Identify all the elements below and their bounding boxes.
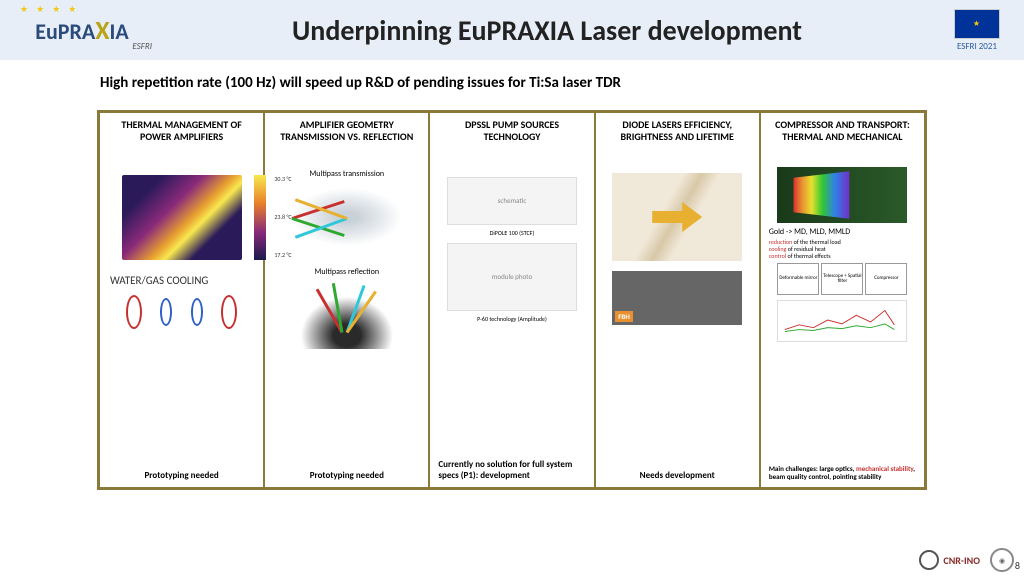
block: Telescope + Spatial filter <box>821 263 863 295</box>
col-title: COMPRESSOR AND TRANSPORT: THERMAL AND ME… <box>769 119 916 167</box>
gold-label: Gold -> MD, MLD, MMLD <box>769 227 916 237</box>
ino-ring-icon: ◉ <box>990 548 1014 572</box>
col-thermal: THERMAL MANAGEMENT OF POWER AMPLIFIERS 3… <box>100 113 265 487</box>
fbh-label: FBH <box>615 311 633 322</box>
p60-image: module photo <box>447 243 577 311</box>
stability-chart <box>777 300 907 342</box>
lens-icon <box>221 295 237 329</box>
caption: P-60 technology (Amplitude) <box>438 315 585 323</box>
slide-footer: CNR-INO ◉ <box>919 548 1014 572</box>
block: Compressor <box>865 263 907 295</box>
lens-icon <box>126 295 142 329</box>
col-footer: Prototyping needed <box>273 471 420 481</box>
col-footer: Needs development <box>604 471 751 481</box>
grating-icon <box>794 171 850 219</box>
col-compressor: COMPRESSOR AND TRANSPORT: THERMAL AND ME… <box>761 113 924 487</box>
block-diagram: Deformable mirror Telescope + Spatial fi… <box>777 263 907 295</box>
col-footer: Currently no solution for full system sp… <box>438 460 585 481</box>
fbh-image: FBH <box>612 271 742 325</box>
logo-stars-icon: ★ ★ ★ ★ <box>20 4 79 15</box>
topics-grid: THERMAL MANAGEMENT OF POWER AMPLIFIERS 3… <box>97 110 927 490</box>
col-dpssl: DPSSL PUMP SOURCES TECHNOLOGY schematic … <box>430 113 595 487</box>
lens-icon <box>160 298 172 326</box>
slide-header: ★ ★ ★ ★ EuPRAXIA ESFRI Underpinning EuPR… <box>0 0 1024 60</box>
cooling-label: WATER/GAS COOLING <box>110 274 255 287</box>
eupraxia-logo: ★ ★ ★ ★ EuPRAXIA ESFRI <box>12 6 152 54</box>
micro-text: reduction of the thermal load cooling of… <box>769 239 916 260</box>
cooling-diagram <box>117 291 247 333</box>
col-title: DIODE LASERS EFFICIENCY, BRIGHTNESS AND … <box>604 119 751 167</box>
col-amplifier: AMPLIFIER GEOMETRY TRANSMISSION VS. REFL… <box>265 113 430 487</box>
arrow-icon <box>652 202 702 232</box>
eu-flag-icon <box>954 9 1000 39</box>
eu-logo-block: ESFRI 2021 <box>942 9 1012 52</box>
col-footer: Prototyping needed <box>108 471 255 481</box>
col-title: DPSSL PUMP SOURCES TECHNOLOGY <box>438 119 585 167</box>
col-diode: DIODE LASERS EFFICIENCY, BRIGHTNESS AND … <box>596 113 761 487</box>
logo-text: EuPRAXIA <box>35 14 129 46</box>
block: Deformable mirror <box>777 263 819 295</box>
cnr-ring-icon <box>919 550 939 570</box>
col-title: THERMAL MANAGEMENT OF POWER AMPLIFIERS <box>108 119 255 167</box>
page-number: 8 <box>1015 559 1020 572</box>
col-footer: Main challenges: large optics, mechanica… <box>769 465 916 481</box>
diode-diagram <box>612 173 742 261</box>
sub-label: Multipass transmission <box>273 169 420 179</box>
dipole-image: schematic <box>447 177 577 225</box>
compressor-image <box>777 167 907 223</box>
slide-subtitle: High repetition rate (100 Hz) will speed… <box>100 74 1024 92</box>
caption: DiPOLE 100 (STCF) <box>438 229 585 237</box>
reflection-diagram <box>282 281 412 349</box>
sub-label: Multipass reflection <box>273 267 420 277</box>
esfri-year: ESFRI 2021 <box>957 41 997 52</box>
col-title: AMPLIFIER GEOMETRY TRANSMISSION VS. REFL… <box>273 119 420 167</box>
slide-title: Underpinning EuPRAXIA Laser development <box>152 13 942 48</box>
esfri-tag: ESFRI <box>132 41 152 52</box>
lens-icon <box>191 298 203 326</box>
thermal-image: 30.3 °C 23.8 °C 17.2 °C <box>122 175 242 260</box>
color-scale <box>254 175 266 260</box>
transmission-diagram <box>282 183 412 251</box>
cnr-logo: CNR-INO <box>919 550 980 570</box>
